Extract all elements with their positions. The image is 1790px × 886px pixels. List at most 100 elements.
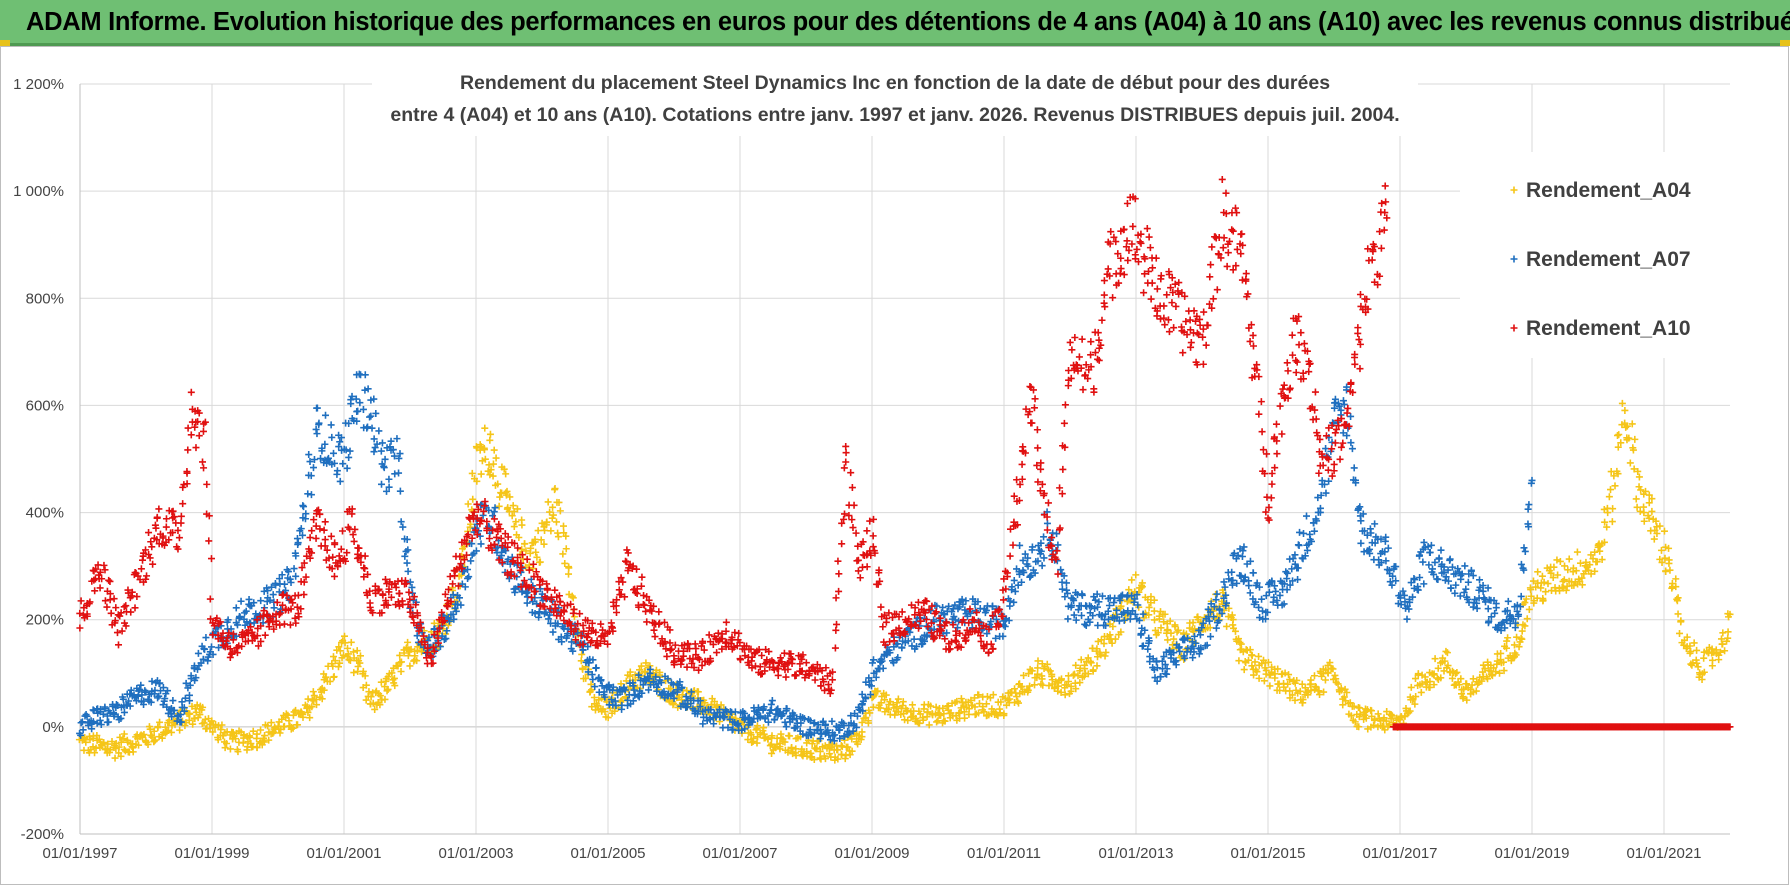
marker-A10 [331,539,339,547]
marker-A04 [1497,649,1505,657]
marker-A07 [485,506,493,514]
marker-A07 [1419,558,1427,566]
marker-A04 [866,709,874,717]
marker-A04 [1304,691,1312,699]
marker-A04 [397,668,405,676]
marker-A04 [353,647,361,655]
marker-A10 [112,604,120,612]
marker-A10 [1354,329,1362,337]
marker-A04 [492,454,500,462]
marker-A04 [1039,681,1047,689]
marker-A04 [111,754,119,762]
marker-A04 [854,740,862,748]
marker-A04 [753,739,761,747]
marker-A10 [114,641,122,649]
marker-A04 [513,505,521,513]
marker-A04 [407,645,415,653]
marker-A10 [175,534,183,542]
marker-A10 [103,603,111,611]
marker-A10 [569,609,577,617]
marker-A04 [781,738,789,746]
marker-A10 [100,561,108,569]
marker-A04 [1151,616,1159,624]
marker-A04 [1523,615,1531,623]
marker-A04 [1614,470,1622,478]
marker-A04 [694,688,702,696]
marker-A04 [396,651,404,659]
marker-A04 [533,553,541,561]
marker-A04 [309,688,317,696]
marker-A04 [1521,622,1529,630]
marker-A07 [178,698,186,706]
marker-A04 [669,698,677,706]
marker-A04 [1630,465,1638,473]
marker-A04 [1629,444,1637,452]
marker-A07 [328,433,336,441]
marker-A10 [1272,420,1280,428]
marker-A04 [340,651,348,659]
marker-A07 [391,470,399,478]
marker-A10 [320,526,328,534]
marker-A07 [307,472,315,480]
marker-A10 [1273,450,1281,458]
marker-A04 [510,523,518,531]
marker-A10 [184,446,192,454]
marker-A04 [1274,665,1282,673]
marker-A04 [577,657,585,665]
marker-A04 [1572,567,1580,575]
marker-A04 [642,659,650,667]
marker-A10 [1124,256,1132,264]
marker-A07 [1431,558,1439,566]
marker-A04 [1444,662,1452,670]
marker-A04 [217,726,225,734]
marker-A07 [413,632,421,640]
marker-A04 [154,724,162,732]
marker-A04 [1312,683,1320,691]
marker-A10 [1148,264,1156,272]
marker-A04 [1426,678,1434,686]
marker-A04 [903,707,911,715]
marker-A07 [529,598,537,606]
marker-A10 [1053,547,1061,555]
marker-A04 [1708,656,1716,664]
marker-A04 [1058,675,1065,683]
marker-A04 [1665,544,1673,552]
marker-A07 [380,462,388,470]
marker-A04 [394,662,402,670]
marker-A07 [282,587,290,595]
marker-A04 [151,736,159,744]
marker-A04 [1117,602,1125,610]
marker-A04 [544,498,552,506]
marker-A07 [209,650,217,658]
marker-A04 [117,738,125,746]
marker-A04 [1640,517,1648,525]
marker-A07 [1303,512,1311,520]
marker-A04 [1223,622,1231,630]
marker-A07 [1415,552,1423,560]
marker-A04 [870,691,878,699]
marker-A04 [334,663,342,671]
marker-A07 [1010,598,1018,606]
marker-A07 [330,449,338,457]
marker-A07 [592,664,600,672]
marker-A04 [260,738,268,746]
marker-A04 [1245,656,1252,664]
marker-A04 [1556,557,1564,565]
marker-A04 [1406,707,1414,715]
marker-A04 [1700,654,1708,662]
marker-A10 [863,563,871,571]
marker-A04 [391,682,399,690]
marker-A07 [455,594,463,602]
marker-A07 [354,407,362,415]
marker-A10 [162,523,170,531]
marker-A04 [1231,627,1239,635]
marker-A04 [1093,662,1101,670]
marker-A04 [562,545,570,553]
marker-A07 [1120,616,1128,624]
marker-A04 [158,731,166,739]
marker-A07 [135,687,143,695]
marker-A04 [803,748,811,756]
marker-A04 [1206,624,1214,632]
marker-A04 [495,502,503,510]
marker-A04 [752,726,760,734]
